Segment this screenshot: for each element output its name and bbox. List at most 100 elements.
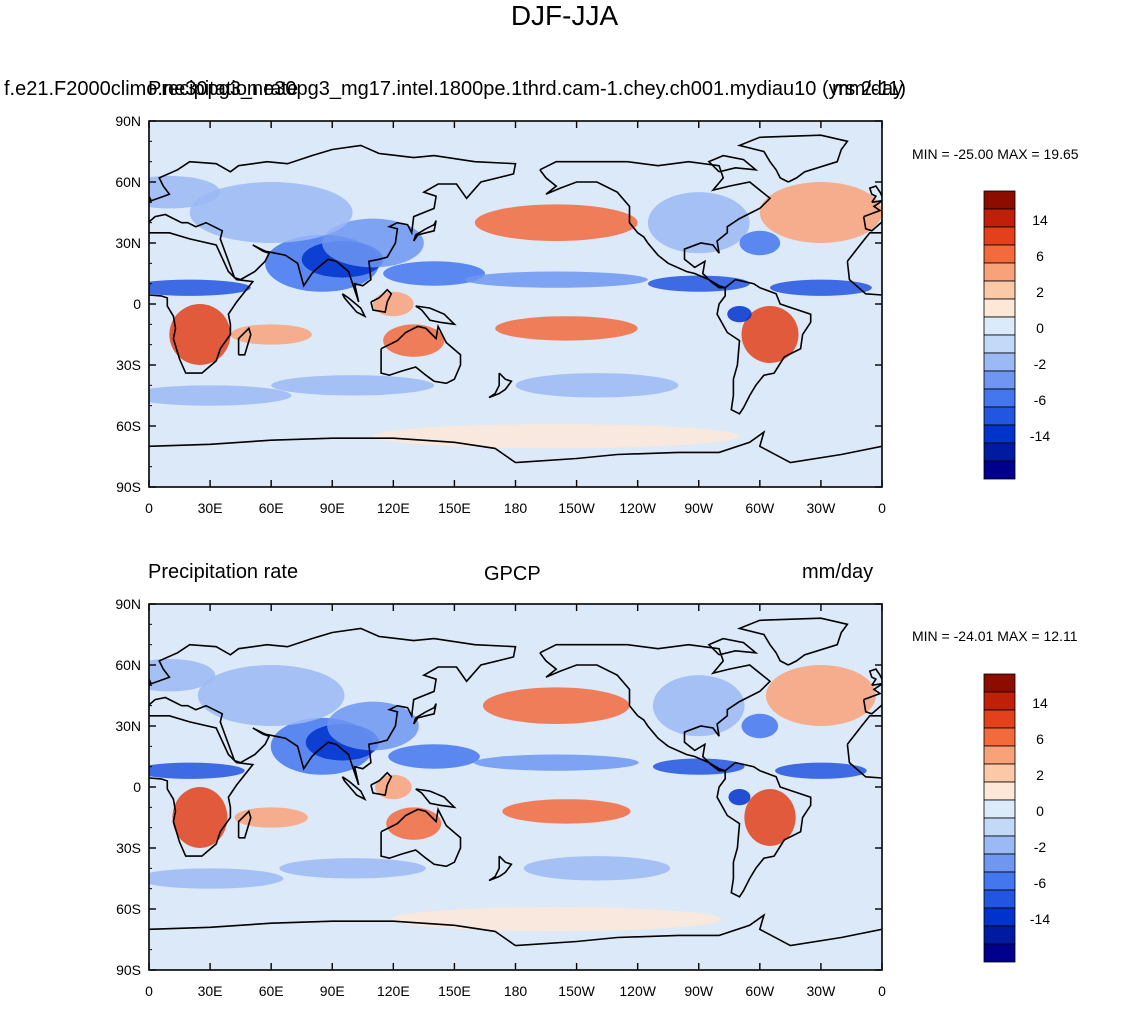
panel2-center-title: GPCP [484, 563, 541, 585]
colorbar-swatch [983, 370, 1016, 390]
coastline-sumatra [341, 776, 367, 801]
precip-contour-24 [372, 423, 740, 449]
panel2-left-title: Precipitation rate [148, 561, 299, 583]
main-title: DJF-JJA [510, 0, 619, 31]
coastline-northamerica [539, 160, 772, 289]
lat-tick-label: 0 [133, 779, 141, 795]
precip-contour-23 [728, 789, 751, 806]
precip-contour-12 [759, 182, 882, 243]
lon-tick-label: 0 [878, 983, 886, 999]
colorbar-label: 0 [1036, 803, 1044, 819]
precip-contour-2 [322, 218, 424, 268]
lon-tick-label: 0 [145, 500, 153, 516]
precip-contour-22 [739, 230, 781, 256]
colorbar-swatch [983, 208, 1016, 228]
panel1-right-title: mm/day [832, 78, 904, 100]
colorbar-label: 2 [1036, 767, 1044, 783]
precip-contour-22 [741, 713, 779, 739]
panel1-center-title: Precipitation rate [148, 78, 299, 100]
lon-tick-label: 0 [145, 983, 153, 999]
colorbar-label: 0 [1036, 320, 1044, 336]
colorbar-label: -14 [1030, 911, 1050, 927]
lon-tick-label: 150W [558, 983, 595, 999]
precip-contour-12 [765, 665, 876, 726]
precip-contour-15 [495, 316, 638, 341]
precip-contour-13 [169, 304, 231, 365]
colorbar-swatch [983, 190, 1016, 210]
coastline-baffin [707, 637, 759, 656]
precip-contour-18 [372, 291, 414, 317]
precip-contour-13 [172, 787, 228, 848]
colorbar-swatch [983, 352, 1016, 372]
lat-tick-label: 30N [115, 718, 141, 734]
coastline-uk [149, 677, 153, 685]
coastline-antarctica [149, 437, 516, 464]
panel1-stats: MIN = -25.00 MAX = 19.65 [912, 146, 1079, 162]
precip-contour-5 [647, 275, 750, 292]
colorbar-swatch [983, 781, 1016, 801]
precip-contour-16 [741, 306, 799, 363]
lat-tick-label: 0 [133, 296, 141, 312]
coastline-uk-wrap [868, 668, 882, 687]
colorbar-swatch [983, 280, 1016, 300]
precip-contour-23 [727, 306, 752, 323]
precip-contour-21 [149, 868, 284, 889]
colorbar-model: 14 6 2 0 -2 -6 -14 [983, 190, 1050, 480]
coastline-newzealand [488, 372, 513, 399]
colorbar-swatch [983, 835, 1016, 855]
coastline-greenland [736, 617, 849, 666]
precip-contour-17 [230, 324, 312, 345]
colorbar-label: -14 [1030, 428, 1050, 444]
coastline-borneo [370, 771, 393, 797]
colorbar-swatch [983, 460, 1016, 480]
precip-contour-4 [464, 271, 648, 288]
coastline-australia [380, 806, 462, 868]
panel2-right-title: mm/day [802, 561, 874, 583]
colorbar-swatch [983, 244, 1016, 264]
precip-contour-11 [474, 204, 638, 241]
precip-contour-17 [234, 807, 308, 828]
precip-contour-8 [189, 182, 353, 243]
colorbar-swatch [983, 925, 1016, 945]
colorbar-swatch [983, 226, 1016, 246]
colorbar-label: -6 [1034, 875, 1047, 891]
lon-tick-label: 180 [504, 500, 528, 516]
colorbar-swatch [983, 316, 1016, 336]
colorbar-swatch [983, 889, 1016, 909]
coastline-southamerica [716, 278, 812, 415]
colorbar-label: 6 [1036, 248, 1044, 264]
precip-contour-3 [388, 744, 480, 769]
lat-tick-label: 90S [116, 962, 141, 978]
lon-tick-label: 150E [438, 500, 471, 516]
coastline-antarctica [149, 920, 516, 947]
lon-tick-label: 150E [438, 983, 471, 999]
colorbar-swatch [983, 691, 1016, 711]
lat-tick-label: 90S [116, 479, 141, 495]
lon-tick-label: 30E [198, 983, 223, 999]
precip-contour-7 [149, 762, 245, 779]
colorbar-label: -6 [1034, 392, 1047, 408]
colorbar-swatch [983, 709, 1016, 729]
precip-contour-24 [391, 906, 722, 932]
colorbar-swatch [983, 907, 1016, 927]
coastline-eurasia [149, 144, 517, 303]
coastline-northamerica [539, 643, 772, 772]
colorbar-label: -2 [1034, 356, 1047, 372]
coastline-antarctica-wrap [515, 430, 882, 464]
coastline-southamerica [716, 761, 812, 898]
lon-tick-label: 90W [684, 983, 714, 999]
coastline-newzealand [488, 855, 513, 882]
colorbar-swatch [983, 406, 1016, 426]
precip-contour-19 [515, 373, 679, 398]
precip-contour-6 [775, 762, 867, 779]
precip-contour-4 [473, 754, 639, 771]
precip-contour-2 [327, 701, 419, 751]
coastline-japan [412, 220, 437, 242]
coastline-greenland [736, 134, 849, 183]
precip-contour-16 [744, 789, 796, 846]
lon-tick-label: 120W [619, 983, 656, 999]
lat-tick-label: 30S [116, 357, 141, 373]
coastline-madagascar [237, 809, 252, 839]
